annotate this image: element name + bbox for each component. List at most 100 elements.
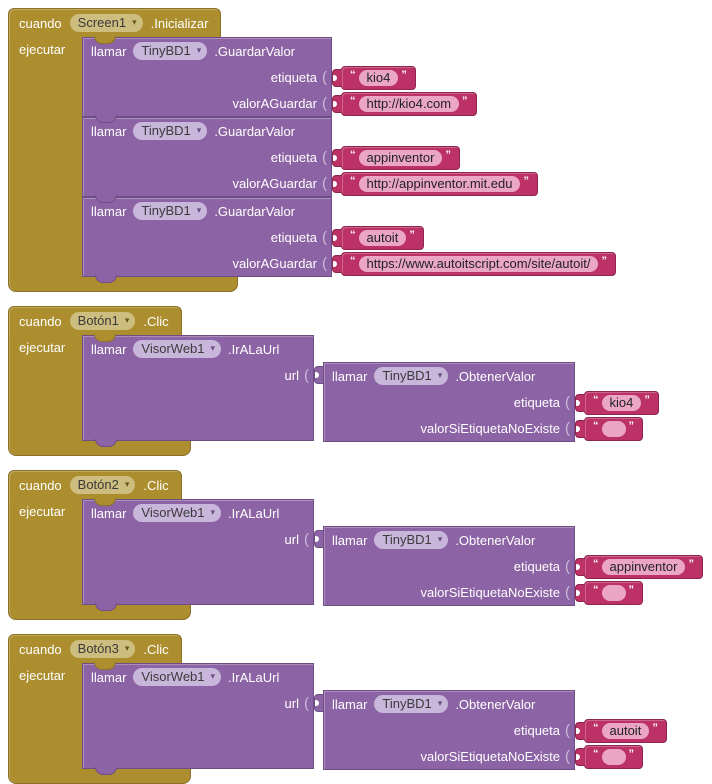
event-header[interactable]: cuando Screen1 ▾ .Inicializar (8, 8, 222, 37)
string-value-field[interactable]: http://kio4.com (358, 96, 460, 112)
expression-block-obtenervalor[interactable]: llamar TinyBD1 ▾ .ObtenerValor etiqueta … (323, 526, 703, 606)
string-value-field[interactable]: autoit (601, 723, 650, 739)
text-string-block-empty[interactable]: “ ” (584, 581, 643, 605)
close-quote: ” (628, 748, 635, 760)
string-value-field[interactable]: kio4 (358, 70, 399, 86)
expression-block-obtenervalor[interactable]: llamar TinyBD1 ▾ .ObtenerValor etiqueta … (323, 690, 667, 770)
dropdown-value: Botón3 (77, 641, 119, 656)
method-name-label: .GuardarValor (214, 203, 295, 219)
string-value-field[interactable]: appinventor (358, 150, 443, 166)
dropdown-value: Botón1 (77, 313, 119, 328)
llamar-label: llamar (91, 43, 127, 59)
event-body-slot[interactable]: ejecutar (8, 335, 82, 441)
close-quote: ” (409, 229, 415, 241)
param-label: etiqueta (513, 558, 560, 574)
method-name-label: .ObtenerValor (455, 532, 536, 548)
string-value-field[interactable]: http://appinventor.mit.edu (358, 176, 521, 192)
text-string-block[interactable]: “ autoit ” (341, 226, 424, 250)
string-value-field[interactable]: kio4 (601, 395, 642, 411)
llamar-label: llamar (91, 341, 127, 357)
cuando-label: cuando (19, 477, 62, 493)
method-name-label: .IrALaUrl (228, 341, 280, 357)
event-name-label: .Clic (143, 477, 169, 493)
component-dropdown[interactable]: TinyBD1 ▾ (374, 695, 449, 713)
string-value-field[interactable] (601, 421, 626, 437)
param-label: url (284, 695, 299, 711)
event-body-slot[interactable]: ejecutar (8, 663, 82, 769)
close-quote: ” (401, 69, 407, 81)
text-string-block[interactable]: “ http://appinventor.mit.edu ” (341, 172, 538, 196)
close-quote: ” (688, 558, 694, 570)
text-string-block[interactable]: “ https://www.autoitscript.com/site/auto… (341, 252, 616, 276)
component-dropdown[interactable]: TinyBD1 ▾ (374, 367, 449, 385)
chevron-down-icon: ▾ (132, 17, 137, 27)
value-socket: ( (322, 148, 327, 166)
method-name-label: .IrALaUrl (228, 669, 280, 685)
text-string-block-empty[interactable]: “ ” (584, 417, 643, 441)
event-block-footer[interactable] (8, 441, 191, 456)
open-quote: “ (593, 722, 599, 734)
text-string-block[interactable]: “ http://kio4.com ” (341, 92, 477, 116)
block-plug (332, 69, 342, 87)
value-socket: ( (304, 694, 309, 712)
param-label: etiqueta (270, 69, 317, 85)
block-plug (575, 584, 585, 602)
expression-block-obtenervalor[interactable]: llamar TinyBD1 ▾ .ObtenerValor etiqueta … (323, 362, 659, 442)
event-body-slot[interactable]: ejecutar (8, 499, 82, 605)
block-plug (332, 255, 342, 273)
event-block-boton1-clic[interactable]: cuando Botón1 ▾ .Clic ejecutar llamar Vi… (8, 306, 659, 456)
component-dropdown[interactable]: VisorWeb1 ▾ (133, 504, 222, 522)
block-plug (332, 229, 342, 247)
event-header[interactable]: cuando Botón1 ▾ .Clic (8, 306, 182, 335)
event-block-boton2-clic[interactable]: cuando Botón2 ▾ .Clic ejecutar llamar Vi… (8, 470, 703, 620)
text-string-block[interactable]: “ kio4 ” (341, 66, 416, 90)
value-socket: ( (565, 419, 570, 437)
string-value-field[interactable]: appinventor (601, 559, 686, 575)
event-body-slot[interactable]: ejecutar (8, 37, 82, 277)
text-string-block[interactable]: “ appinventor ” (584, 555, 703, 579)
cuando-label: cuando (19, 641, 62, 657)
event-header[interactable]: cuando Botón2 ▾ .Clic (8, 470, 182, 499)
component-dropdown[interactable]: VisorWeb1 ▾ (133, 340, 222, 358)
component-dropdown[interactable]: VisorWeb1 ▾ (133, 668, 222, 686)
string-value-field[interactable]: autoit (358, 230, 407, 246)
event-header[interactable]: cuando Botón3 ▾ .Clic (8, 634, 182, 663)
string-value-field[interactable] (601, 749, 626, 765)
call-block-guardarvalor-1[interactable]: llamar TinyBD1 ▾ .GuardarValor etiqueta … (82, 37, 477, 123)
method-name-label: .IrALaUrl (228, 505, 280, 521)
ejecutar-label: ejecutar (19, 504, 66, 519)
call-block-iralaurl[interactable]: llamar VisorWeb1 ▾ .IrALaUrl url ( (82, 335, 659, 447)
text-string-block[interactable]: “ autoit ” (584, 719, 667, 743)
chevron-down-icon: ▾ (437, 698, 443, 708)
chevron-down-icon: ▾ (196, 125, 202, 135)
component-dropdown[interactable]: Botón3 ▾ (69, 640, 136, 658)
value-socket: ( (322, 94, 327, 112)
component-dropdown[interactable]: TinyBD1 ▾ (133, 42, 208, 60)
block-plug (314, 366, 324, 384)
string-value-field[interactable] (601, 585, 626, 601)
open-quote: “ (593, 394, 599, 406)
llamar-label: llamar (91, 669, 127, 685)
call-block-guardarvalor-3[interactable]: llamar TinyBD1 ▾ .GuardarValor etiqueta … (82, 197, 616, 283)
component-dropdown[interactable]: Botón1 ▾ (69, 312, 136, 330)
text-string-block[interactable]: “ kio4 ” (584, 391, 659, 415)
event-block-footer[interactable] (8, 605, 191, 620)
component-dropdown[interactable]: TinyBD1 ▾ (133, 122, 208, 140)
method-name-label: .GuardarValor (214, 123, 295, 139)
string-value-field[interactable]: https://www.autoitscript.com/site/autoit… (358, 256, 599, 272)
component-dropdown[interactable]: Botón2 ▾ (69, 476, 136, 494)
call-block-iralaurl[interactable]: llamar VisorWeb1 ▾ .IrALaUrl url ( (82, 663, 667, 775)
event-block-boton3-clic[interactable]: cuando Botón3 ▾ .Clic ejecutar llamar Vi… (8, 634, 667, 784)
param-label: valorAGuardar (232, 255, 317, 271)
text-string-block[interactable]: “ appinventor ” (341, 146, 460, 170)
call-block-iralaurl[interactable]: llamar VisorWeb1 ▾ .IrALaUrl url ( (82, 499, 703, 611)
text-string-block-empty[interactable]: “ ” (584, 745, 643, 769)
component-dropdown[interactable]: TinyBD1 ▾ (374, 531, 449, 549)
call-block-guardarvalor-2[interactable]: llamar TinyBD1 ▾ .GuardarValor etiqueta … (82, 117, 538, 203)
event-block-footer[interactable] (8, 277, 238, 292)
component-dropdown[interactable]: TinyBD1 ▾ (133, 202, 208, 220)
component-dropdown[interactable]: Screen1 ▾ (69, 14, 143, 32)
llamar-label: llamar (91, 203, 127, 219)
event-block-screen1-inicializar[interactable]: cuando Screen1 ▾ .Inicializar ejecutar l… (8, 8, 616, 292)
